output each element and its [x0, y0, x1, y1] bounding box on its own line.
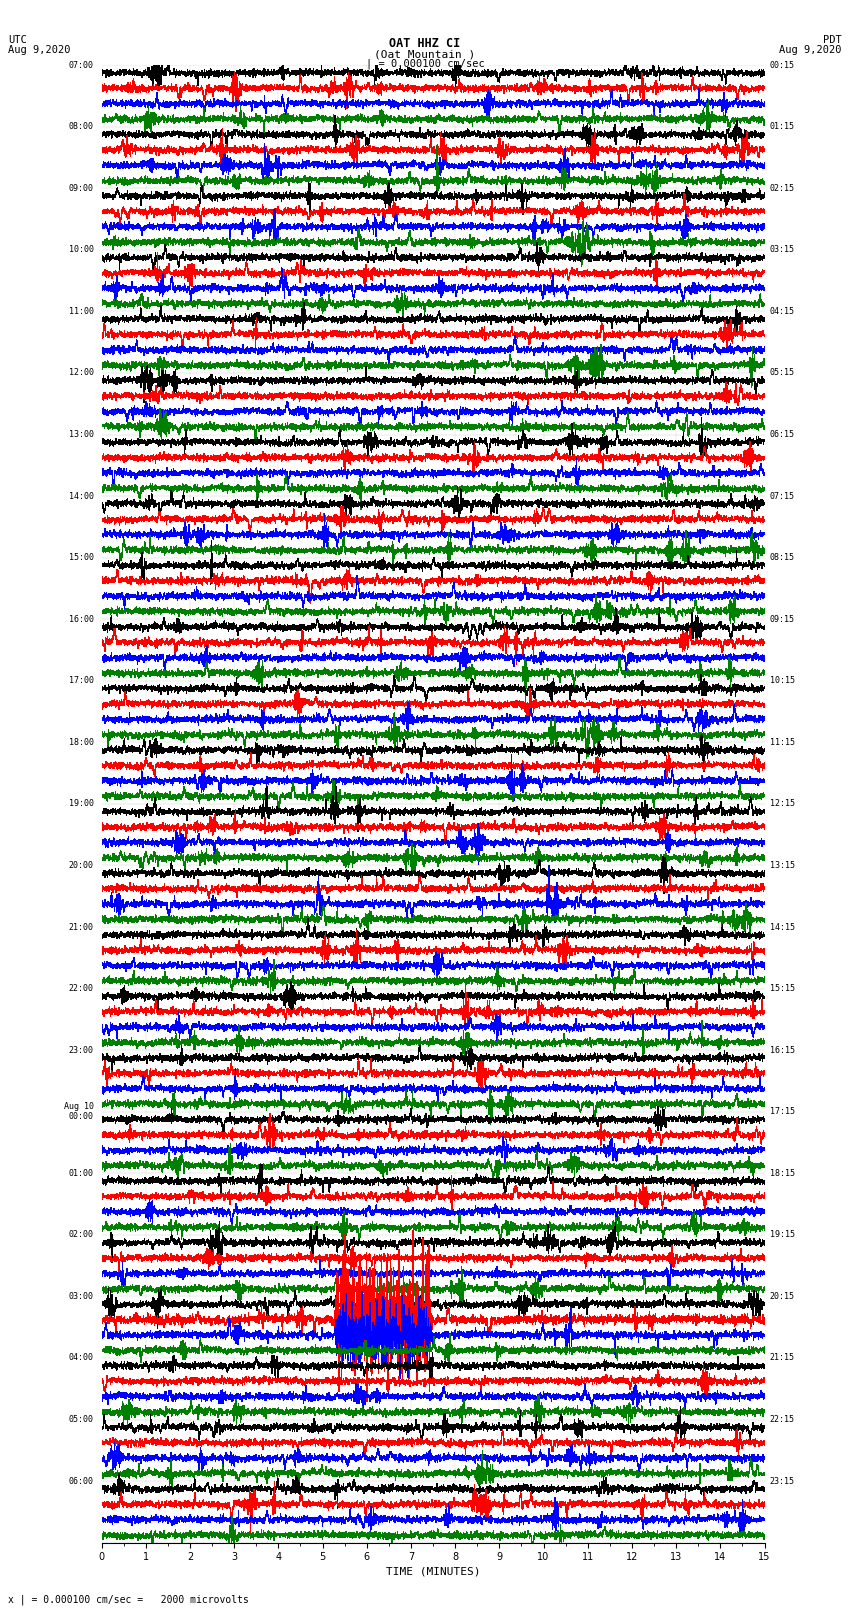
- Text: Aug 10
00:00: Aug 10 00:00: [64, 1102, 94, 1121]
- Text: 21:15: 21:15: [770, 1353, 795, 1363]
- Text: 20:00: 20:00: [69, 861, 94, 869]
- Text: 10:00: 10:00: [69, 245, 94, 255]
- Text: 03:15: 03:15: [770, 245, 795, 255]
- Text: 20:15: 20:15: [770, 1292, 795, 1302]
- Text: (Oat Mountain ): (Oat Mountain ): [374, 50, 476, 60]
- Text: Aug 9,2020: Aug 9,2020: [8, 45, 71, 55]
- Text: 06:15: 06:15: [770, 431, 795, 439]
- Text: 22:00: 22:00: [69, 984, 94, 994]
- Text: 06:00: 06:00: [69, 1476, 94, 1486]
- Text: 02:15: 02:15: [770, 184, 795, 192]
- Text: 11:00: 11:00: [69, 306, 94, 316]
- Text: 15:00: 15:00: [69, 553, 94, 563]
- Text: 21:00: 21:00: [69, 923, 94, 932]
- Text: 17:15: 17:15: [770, 1107, 795, 1116]
- Text: OAT HHZ CI: OAT HHZ CI: [389, 37, 461, 50]
- Text: 14:15: 14:15: [770, 923, 795, 932]
- Text: 02:00: 02:00: [69, 1231, 94, 1239]
- Text: 07:15: 07:15: [770, 492, 795, 500]
- Text: 01:00: 01:00: [69, 1169, 94, 1177]
- Text: 13:00: 13:00: [69, 431, 94, 439]
- Text: 07:00: 07:00: [69, 61, 94, 69]
- Text: 09:00: 09:00: [69, 184, 94, 192]
- Text: 03:00: 03:00: [69, 1292, 94, 1302]
- Text: | = 0.000100 cm/sec: | = 0.000100 cm/sec: [366, 58, 484, 69]
- Text: 22:15: 22:15: [770, 1415, 795, 1424]
- Text: Aug 9,2020: Aug 9,2020: [779, 45, 842, 55]
- Text: 15:15: 15:15: [770, 984, 795, 994]
- Text: 13:15: 13:15: [770, 861, 795, 869]
- Text: 12:15: 12:15: [770, 800, 795, 808]
- Text: 18:15: 18:15: [770, 1169, 795, 1177]
- Text: 08:00: 08:00: [69, 123, 94, 131]
- X-axis label: TIME (MINUTES): TIME (MINUTES): [386, 1566, 480, 1576]
- Text: 16:15: 16:15: [770, 1045, 795, 1055]
- Text: 14:00: 14:00: [69, 492, 94, 500]
- Text: 04:15: 04:15: [770, 306, 795, 316]
- Text: 18:00: 18:00: [69, 737, 94, 747]
- Text: 11:15: 11:15: [770, 737, 795, 747]
- Text: 01:15: 01:15: [770, 123, 795, 131]
- Text: 19:15: 19:15: [770, 1231, 795, 1239]
- Text: 16:00: 16:00: [69, 615, 94, 624]
- Text: 00:15: 00:15: [770, 61, 795, 69]
- Text: 05:15: 05:15: [770, 368, 795, 377]
- Text: UTC: UTC: [8, 35, 27, 45]
- Text: 09:15: 09:15: [770, 615, 795, 624]
- Text: 05:00: 05:00: [69, 1415, 94, 1424]
- Text: 23:00: 23:00: [69, 1045, 94, 1055]
- Text: PDT: PDT: [823, 35, 842, 45]
- Text: 04:00: 04:00: [69, 1353, 94, 1363]
- Text: 10:15: 10:15: [770, 676, 795, 686]
- Text: 17:00: 17:00: [69, 676, 94, 686]
- Text: x | = 0.000100 cm/sec =   2000 microvolts: x | = 0.000100 cm/sec = 2000 microvolts: [8, 1594, 249, 1605]
- Text: 08:15: 08:15: [770, 553, 795, 563]
- Text: 23:15: 23:15: [770, 1476, 795, 1486]
- Text: 12:00: 12:00: [69, 368, 94, 377]
- Text: 19:00: 19:00: [69, 800, 94, 808]
